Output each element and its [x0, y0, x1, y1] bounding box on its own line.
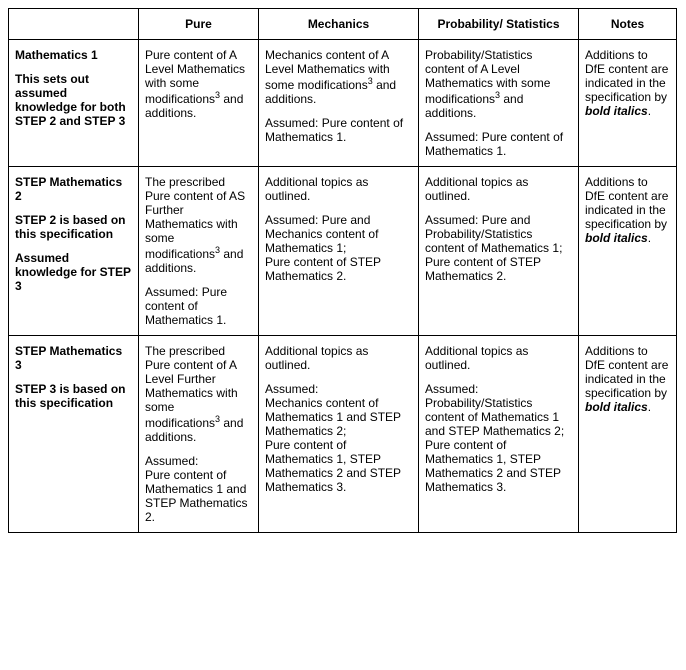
table-row: STEP Mathematics 2STEP 2 is based on thi…: [9, 167, 677, 336]
cell-notes: Additions to DfE content are indicated i…: [579, 40, 677, 167]
table-row: STEP Mathematics 3STEP 3 is based on thi…: [9, 336, 677, 533]
col-header-mechanics: Mechanics: [259, 9, 419, 40]
cell-probstat: Additional topics as outlined.Assumed:Pr…: [419, 336, 579, 533]
row-header: STEP Mathematics 2STEP 2 is based on thi…: [9, 167, 139, 336]
table-body: Mathematics 1This sets out assumed knowl…: [9, 40, 677, 533]
cell-mechanics: Additional topics as outlined.Assumed:Me…: [259, 336, 419, 533]
spec-table: Pure Mechanics Probability/ Statistics N…: [8, 8, 677, 533]
cell-pure: Pure content of A Level Mathematics with…: [139, 40, 259, 167]
col-header-pure: Pure: [139, 9, 259, 40]
cell-notes: Additions to DfE content are indicated i…: [579, 167, 677, 336]
cell-probstat: Additional topics as outlined.Assumed: P…: [419, 167, 579, 336]
cell-mechanics: Mechanics content of A Level Mathematics…: [259, 40, 419, 167]
row-header: STEP Mathematics 3STEP 3 is based on thi…: [9, 336, 139, 533]
col-header-probstat: Probability/ Statistics: [419, 9, 579, 40]
col-header-notes: Notes: [579, 9, 677, 40]
cell-pure: The prescribed Pure content of A Level F…: [139, 336, 259, 533]
row-header: Mathematics 1This sets out assumed knowl…: [9, 40, 139, 167]
table-header: Pure Mechanics Probability/ Statistics N…: [9, 9, 677, 40]
cell-pure: The prescribed Pure content of AS Furthe…: [139, 167, 259, 336]
cell-probstat: Probability/Statistics content of A Leve…: [419, 40, 579, 167]
col-header-blank: [9, 9, 139, 40]
cell-mechanics: Additional topics as outlined.Assumed: P…: [259, 167, 419, 336]
table-row: Mathematics 1This sets out assumed knowl…: [9, 40, 677, 167]
cell-notes: Additions to DfE content are indicated i…: [579, 336, 677, 533]
